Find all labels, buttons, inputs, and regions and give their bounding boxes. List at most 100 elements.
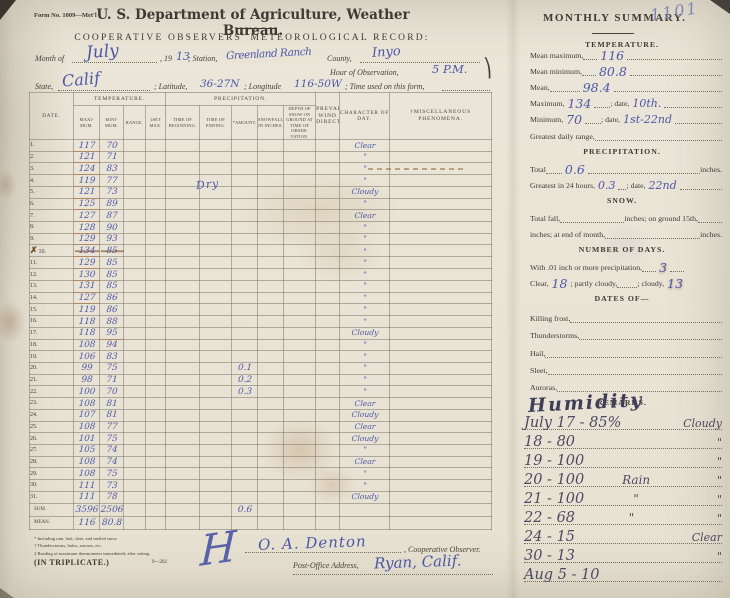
cell-time-beginning — [165, 455, 201, 469]
cell-misc-phenomena — [389, 256, 493, 270]
days-partly-label: ; partly cloudy, — [570, 279, 618, 288]
col-group-temperature: Temperature. — [72, 92, 167, 106]
col-header-depth-snow: Depth of Snow on Ground at Time of Obser… — [283, 105, 317, 140]
mean-max: 116 — [73, 516, 100, 530]
cell-character-of-day: " — [339, 174, 390, 187]
table-row-day-6: 6. 125 89 " — [29, 197, 493, 211]
days-clear-label: Clear, — [530, 279, 549, 288]
cell-wind — [315, 256, 341, 270]
cell-snowfall — [257, 479, 285, 492]
cell-date: 9. — [29, 232, 74, 246]
year-hand: 13 — [176, 50, 190, 63]
cell-amount: 0.2 — [231, 374, 258, 386]
cell-wind — [315, 244, 341, 258]
cell-set-max — [144, 209, 167, 223]
mean-row: Mean, 98.4 — [530, 81, 722, 94]
cell-max-temp: 118 — [73, 327, 100, 339]
cell-date: 23. — [29, 397, 74, 410]
cell-date: 25. — [29, 420, 74, 434]
cell-range — [123, 420, 146, 434]
cell-min-temp: 85 — [99, 280, 124, 293]
cell-max-temp: 98 — [73, 374, 100, 386]
cell-depth-snow — [283, 291, 317, 305]
cell-character-of-day: " — [339, 350, 390, 363]
cell-amount — [231, 339, 258, 351]
cell-range — [123, 455, 146, 469]
cell-misc-phenomena — [389, 479, 493, 492]
cell-range — [123, 479, 146, 492]
cell-depth-snow — [283, 162, 317, 176]
col-header-time-beginning: Time of Beginning. — [165, 105, 201, 140]
cell-snowfall — [257, 279, 285, 293]
cell-date: 27. — [29, 443, 74, 457]
table-row-day-19: 19. 106 83 " — [29, 350, 493, 363]
cell-misc-phenomena — [389, 139, 493, 152]
cell-amount — [231, 292, 258, 304]
cell-set-max — [144, 185, 167, 199]
hour-label: Hour of Observation, — [330, 68, 399, 77]
killing-frost-label: Killing frost, — [530, 314, 571, 323]
cell-depth-snow — [283, 397, 317, 410]
cell-range — [123, 303, 146, 317]
table-row-day-12: 12. 130 85 " — [29, 268, 493, 281]
cell-amount: 0.3 — [231, 385, 258, 398]
cell-min-temp: 81 — [99, 409, 124, 422]
longitude-label: ; Longitude — [244, 82, 282, 91]
cell-max-temp: 127 — [73, 209, 100, 222]
precip-total-value: 0.6 — [564, 162, 585, 177]
cell-misc-phenomena — [389, 326, 493, 340]
col-group-precipitation: Precipitation. — [165, 92, 317, 106]
month-blank — [72, 62, 157, 63]
cell-range — [123, 373, 146, 387]
cell-set-max — [144, 268, 167, 281]
cell-range — [123, 291, 146, 305]
cell-depth-snow — [283, 221, 317, 234]
cell-depth-snow — [283, 174, 317, 187]
sum-label: Sum. — [29, 502, 74, 517]
cell-set-max — [144, 385, 167, 399]
cell-snowfall — [257, 397, 285, 410]
cell-time-beginning — [165, 150, 201, 164]
cell-set-max — [144, 197, 167, 211]
summary-title: MONTHLY SUMMARY. — [543, 12, 687, 24]
cell-snowfall — [257, 303, 285, 317]
col-header-amount: *Amount. — [231, 105, 259, 140]
mean-maximum-row: Mean maximum, 116 — [530, 49, 722, 62]
county-value: Inyo — [371, 44, 402, 61]
cell-max-temp: 130 — [73, 268, 100, 281]
table-row-day-20: 20. 99 75 0.1 " — [29, 361, 493, 375]
cell-range — [123, 432, 146, 445]
cell-date: 5. — [29, 185, 74, 199]
cell-amount — [231, 315, 258, 328]
table-row-day-14: 14. 127 86 " — [29, 291, 493, 305]
mean-maximum-label: Mean maximum, — [530, 51, 584, 60]
daily-range-row: Greatest daily range, — [530, 131, 722, 141]
cell-range — [123, 338, 146, 352]
cell-character-of-day: " — [339, 268, 390, 281]
cell-character-of-day: " — [339, 479, 390, 492]
maximum-label: Maximum, — [530, 99, 565, 108]
dates-of-killing-frost: Killing frost, — [530, 313, 722, 323]
cell-character-of-day: Clear — [339, 421, 390, 433]
cell-max-temp: 127 — [73, 292, 100, 304]
precip-greatest-value: 0.3 — [597, 179, 616, 192]
cell-snowfall — [257, 197, 285, 211]
cell-wind — [315, 303, 341, 317]
cell-date: 14. — [29, 291, 74, 305]
cell-character-of-day: " — [339, 467, 390, 480]
cell-snowfall — [257, 209, 285, 223]
cell-time-ending — [199, 139, 233, 152]
remark-note: Rain — [622, 473, 651, 487]
scan-number: 1101 — [648, 0, 700, 25]
cell-wind — [315, 420, 341, 434]
cell-time-ending — [199, 350, 233, 363]
cell-min-temp: 85 — [99, 256, 124, 269]
county-label: County, — [327, 54, 352, 63]
cell-character-of-day: " — [339, 151, 390, 163]
cell-max-temp: 117 — [73, 139, 100, 152]
cell-misc-phenomena — [389, 397, 493, 410]
cell-misc-phenomena — [389, 443, 493, 457]
cell-range — [123, 244, 146, 258]
col-header-set-max: ‡Set Max. — [144, 105, 167, 140]
cell-misc-phenomena — [389, 467, 493, 481]
